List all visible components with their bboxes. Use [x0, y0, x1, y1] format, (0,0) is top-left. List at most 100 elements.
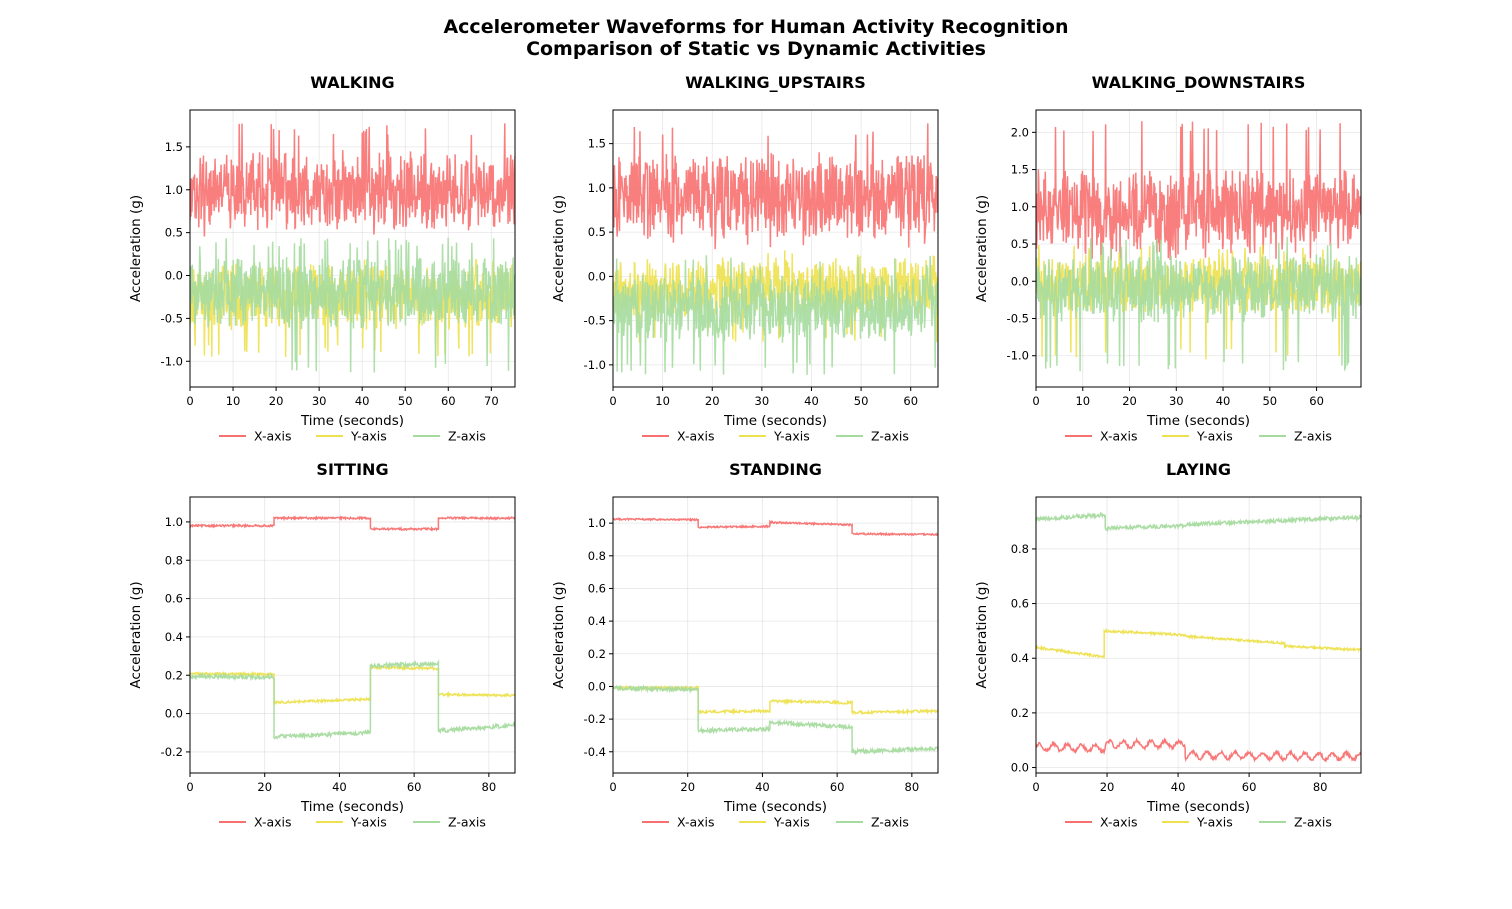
x-axis-label: Time (seconds) — [300, 799, 404, 815]
x-tick-label: 60 — [903, 394, 918, 408]
x-tick-label: 0 — [609, 394, 616, 408]
x-tick-label: 20 — [1100, 780, 1115, 794]
x-tick-label: 50 — [854, 394, 869, 408]
legend: X-axis Y-axis Z-axis — [642, 429, 909, 444]
subplot-walking-upstairs: WALKING_UPSTAIRS 0 10 20 30 40 50 60 -1.0 -0.5 0.0… — [551, 73, 939, 444]
x-tick-label: 0 — [609, 780, 616, 794]
y-tick-label: 1.5 — [165, 140, 183, 154]
subplot-title: WALKING_DOWNSTAIRS — [1092, 73, 1306, 92]
x-tick-label: 0 — [1032, 394, 1039, 408]
x-tick-label: 60 — [1242, 780, 1257, 794]
y-tick-label: -0.5 — [1007, 311, 1029, 325]
y-tick-label: 0.4 — [1011, 651, 1029, 665]
y-tick-label: 0.5 — [588, 225, 606, 239]
y-tick-label: 1.0 — [165, 515, 183, 529]
legend-label-x-axis: X-axis — [1100, 429, 1138, 444]
legend-label-z-axis: Z-axis — [871, 429, 909, 444]
x-tick-label: 20 — [1122, 394, 1137, 408]
series-line-z-axis — [1036, 511, 1361, 533]
legend-label-z-axis: Z-axis — [1294, 815, 1332, 830]
series-line-y-axis — [1036, 627, 1361, 659]
x-tick-label: 0 — [186, 394, 193, 408]
x-axis-label: Time (seconds) — [1146, 413, 1250, 429]
plot-frame — [189, 496, 516, 774]
y-tick-label: 0.0 — [588, 269, 606, 283]
x-tick-label: 10 — [655, 394, 670, 408]
plot-frame — [1035, 109, 1362, 388]
figure-title: Accelerometer Waveforms for Human Activi… — [443, 16, 1068, 38]
x-axis-label: Time (seconds) — [300, 413, 404, 429]
y-axis-label: Acceleration (g) — [974, 195, 990, 302]
y-tick-label: 1.0 — [588, 181, 606, 195]
x-tick-label: 10 — [226, 394, 241, 408]
y-tick-label: -0.4 — [584, 745, 606, 759]
x-tick-label: 0 — [1032, 780, 1039, 794]
series-line-y-axis — [613, 684, 938, 716]
x-tick-label: 60 — [1309, 394, 1324, 408]
legend-label-x-axis: X-axis — [1100, 815, 1138, 830]
y-tick-label: 0.0 — [1011, 761, 1029, 775]
y-tick-label: 1.0 — [1011, 200, 1029, 214]
legend-label-x-axis: X-axis — [254, 429, 292, 444]
y-tick-label: 0.4 — [165, 630, 183, 644]
x-tick-label: 80 — [482, 780, 497, 794]
series-line-x-axis — [613, 517, 938, 537]
series-line-x-axis — [613, 123, 938, 250]
y-tick-label: -1.0 — [1007, 349, 1029, 363]
y-tick-label: 0.0 — [1011, 274, 1029, 288]
y-tick-label: 0.8 — [1011, 542, 1029, 556]
x-axis-label: Time (seconds) — [723, 799, 827, 815]
legend-label-y-axis: Y-axis — [1196, 429, 1233, 444]
subplot-title: WALKING — [310, 73, 394, 92]
x-tick-label: 40 — [1171, 780, 1186, 794]
plot-frame — [612, 496, 939, 774]
y-tick-label: 0.2 — [1011, 706, 1029, 720]
y-tick-label: 0.2 — [588, 647, 606, 661]
x-tick-label: 30 — [755, 394, 770, 408]
y-tick-label: 1.0 — [165, 183, 183, 197]
x-tick-label: 40 — [1216, 394, 1231, 408]
series-line-z-axis — [190, 237, 515, 373]
x-tick-label: 50 — [398, 394, 413, 408]
subplot-title: SITTING — [316, 460, 388, 479]
legend-label-y-axis: Y-axis — [1196, 815, 1233, 830]
x-tick-label: 30 — [1169, 394, 1184, 408]
series-line-z-axis — [613, 255, 938, 375]
subplot-standing: STANDING 0 20 40 60 80 -0.4 -0.2 0.0 0.2 0.4 0.6 0.8… — [551, 460, 939, 830]
y-tick-label: -1.0 — [584, 358, 606, 372]
series-line-z-axis — [190, 659, 515, 741]
y-tick-label: 0.6 — [588, 581, 606, 595]
y-axis-label: Acceleration (g) — [128, 195, 144, 302]
y-tick-label: -0.2 — [584, 712, 606, 726]
y-tick-label: 0.2 — [165, 668, 183, 682]
subplot-title: WALKING_UPSTAIRS — [685, 73, 865, 92]
series-line-x-axis — [190, 515, 515, 532]
series-line-z-axis — [1036, 236, 1361, 372]
plot-frame — [612, 109, 939, 388]
x-tick-label: 40 — [355, 394, 370, 408]
y-axis-label: Acceleration (g) — [551, 581, 567, 688]
x-tick-label: 20 — [680, 780, 695, 794]
x-tick-label: 20 — [705, 394, 720, 408]
x-tick-label: 0 — [186, 780, 193, 794]
y-tick-label: -0.2 — [161, 745, 183, 759]
x-tick-label: 40 — [804, 394, 819, 408]
legend-label-y-axis: Y-axis — [350, 815, 387, 830]
legend-label-x-axis: X-axis — [677, 429, 715, 444]
x-tick-label: 60 — [407, 780, 422, 794]
x-tick-label: 70 — [484, 394, 499, 408]
x-tick-label: 30 — [312, 394, 327, 408]
y-tick-label: 0.0 — [588, 679, 606, 693]
x-tick-label: 20 — [269, 394, 284, 408]
legend-label-y-axis: Y-axis — [773, 429, 810, 444]
x-tick-label: 50 — [1262, 394, 1277, 408]
legend-label-y-axis: Y-axis — [350, 429, 387, 444]
x-tick-label: 60 — [830, 780, 845, 794]
legend-label-z-axis: Z-axis — [871, 815, 909, 830]
x-axis-label: Time (seconds) — [723, 413, 827, 429]
y-tick-label: 1.0 — [588, 516, 606, 530]
plot-frame — [189, 109, 516, 388]
series-line-z-axis — [613, 684, 938, 756]
x-tick-label: 10 — [1075, 394, 1090, 408]
x-tick-label: 80 — [1313, 780, 1328, 794]
